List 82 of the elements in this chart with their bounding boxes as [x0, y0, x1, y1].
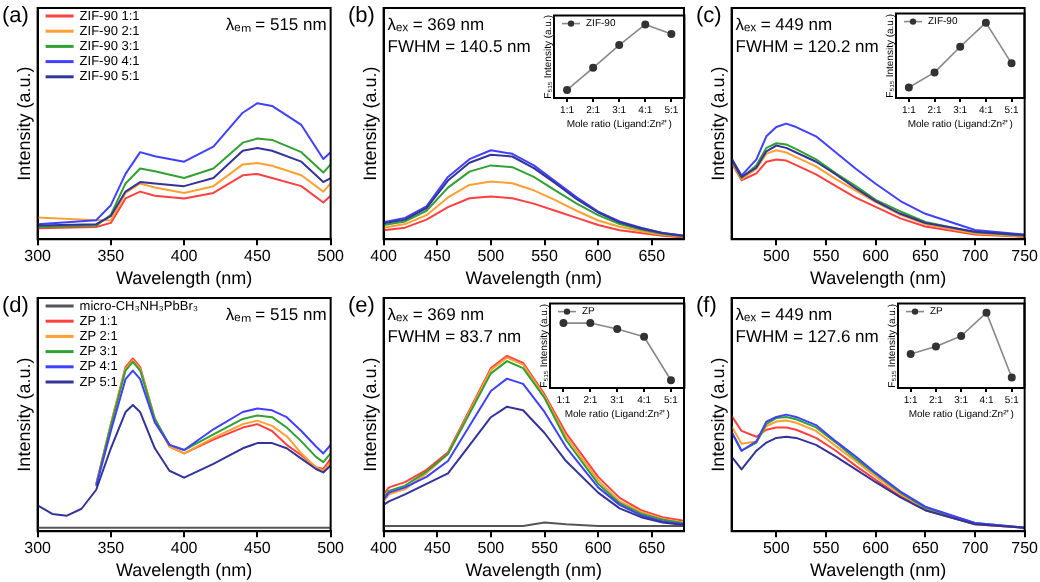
text: FWHM = 83.7 nm	[387, 326, 522, 346]
point	[981, 18, 990, 27]
x-axis-title: Wavelength (nm)	[809, 560, 947, 581]
x-tick-label: 550	[812, 247, 841, 266]
x-tick-label: 650	[911, 539, 940, 558]
x-tick-label: 750	[1011, 247, 1040, 266]
point	[613, 324, 622, 333]
x-tick-label: 400	[170, 539, 199, 558]
point	[586, 319, 595, 328]
text: λₑₓ = 449 nm	[735, 14, 833, 34]
point	[930, 68, 939, 77]
point	[589, 63, 598, 72]
text: λₑₘ = 515 nm	[225, 14, 327, 34]
text: λₑₓ = 449 nm	[735, 304, 833, 324]
point	[1007, 59, 1016, 68]
x-tick-label: 400	[170, 247, 199, 266]
x-tick-label: 700	[961, 539, 990, 558]
x-tick-label: 550	[812, 539, 841, 558]
point	[615, 41, 624, 50]
x-tick-label: 500	[762, 539, 791, 558]
point	[559, 319, 568, 328]
point	[666, 376, 675, 385]
chart-title: (a)	[2, 4, 29, 28]
x-tick-label: 500	[762, 247, 791, 266]
x-tick-label: 500	[317, 539, 346, 558]
x-tick-label: 650	[911, 247, 940, 266]
text: FWHM = 127.6 nm	[735, 326, 879, 346]
x-tick-label: 500	[317, 247, 346, 266]
chart-title: (b)	[348, 4, 375, 28]
x-tick-label: 300	[24, 539, 53, 558]
chart-title: (e)	[348, 294, 375, 318]
x-axis-title: Wavelength (nm)	[465, 560, 602, 581]
x-tick-label: 600	[862, 539, 891, 558]
chart-title: (f)	[696, 294, 717, 318]
x-tick-label: 550	[531, 539, 559, 558]
x-tick-label: 500	[477, 247, 506, 266]
point	[640, 332, 649, 341]
x-tick-label: 750	[1011, 539, 1040, 558]
x-tick-label: 450	[423, 539, 452, 558]
text: λₑₓ = 369 nm	[387, 304, 485, 324]
point	[904, 83, 913, 92]
x-tick-label: 400	[370, 247, 399, 266]
x-tick-label: 350	[97, 539, 126, 558]
x-tick-label: 450	[423, 247, 452, 266]
point	[906, 350, 915, 359]
chart-title: (c)	[696, 4, 722, 28]
point	[1007, 373, 1016, 382]
x-tick-label: 450	[244, 247, 272, 266]
x-tick-label: 600	[584, 247, 613, 266]
x-axis-title: Wavelength (nm)	[115, 268, 253, 289]
text: FWHM = 120.2 nm	[735, 36, 879, 56]
y-axis-title: Intensity (a.u.)	[707, 66, 728, 181]
x-axis-title: Wavelength (nm)	[809, 268, 947, 289]
point	[563, 85, 572, 94]
x-axis-title: Wavelength (nm)	[465, 268, 602, 289]
x-tick-label: 500	[477, 539, 506, 558]
point	[667, 29, 676, 38]
x-tick-label: 550	[531, 247, 559, 266]
chart-title: (d)	[2, 294, 29, 318]
point	[931, 342, 940, 351]
x-axis-title: Wavelength (nm)	[115, 560, 253, 581]
x-tick-label: 450	[244, 539, 272, 558]
text: FWHM = 140.5 nm	[387, 36, 531, 56]
x-tick-label: 600	[862, 247, 891, 266]
x-tick-label: 700	[961, 247, 990, 266]
point	[641, 20, 650, 29]
text: λₑₘ = 515 nm	[225, 304, 327, 324]
x-tick-label: 650	[638, 539, 667, 558]
y-axis-title: Intensity (a.u.)	[707, 357, 728, 472]
text: λₑₓ = 369 nm	[387, 14, 485, 34]
point	[956, 42, 965, 51]
x-tick-label: 300	[24, 247, 53, 266]
point	[957, 332, 966, 340]
x-tick-label: 650	[638, 247, 667, 266]
point	[982, 308, 991, 317]
x-tick-label: 350	[97, 247, 126, 266]
y-axis-title: Intensity (a.u.)	[359, 66, 380, 181]
y-axis-title: Intensity (a.u.)	[13, 357, 34, 472]
y-axis-title: Intensity (a.u.)	[359, 357, 380, 472]
y-axis-title: Intensity (a.u.)	[13, 66, 34, 181]
x-tick-label: 400	[370, 539, 399, 558]
x-tick-label: 600	[584, 539, 613, 558]
